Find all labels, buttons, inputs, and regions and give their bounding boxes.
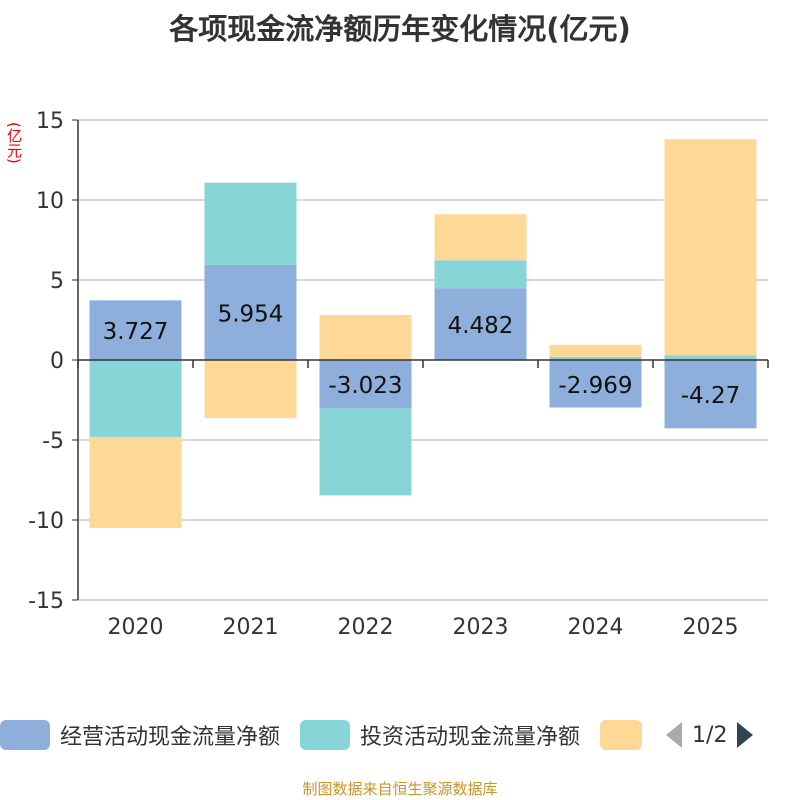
x-tick-label: 2025 (683, 615, 739, 640)
bar-series0-2020 (89, 300, 182, 360)
legend-label-investing[interactable]: 投资活动现金流量净额 (360, 725, 581, 750)
x-tick-label: 2022 (338, 615, 394, 640)
bar-series2-2025 (664, 139, 757, 356)
chart-title: 各项现金流净额历年变化情况(亿元) (169, 12, 631, 46)
legend: 经营活动现金流量净额 投资活动现金流量净额 1/2 (0, 718, 754, 752)
data-label: -3.023 (328, 373, 402, 399)
x-tick-label: 2024 (568, 615, 624, 640)
bar-series1-2022 (319, 408, 412, 496)
bar-series2-2023 (434, 214, 527, 261)
x-tick-label: 2021 (223, 615, 279, 640)
bar-series0-2021 (204, 264, 297, 360)
legend-swatch-operating[interactable] (0, 720, 50, 750)
y-axis-unit: (亿元) (5, 122, 23, 164)
bar-series0-2025 (664, 360, 757, 429)
y-tick-label: -10 (28, 509, 64, 534)
bar-series2-2020 (89, 436, 182, 528)
legend-swatch-financing[interactable] (600, 720, 643, 750)
y-tick-label: 15 (36, 109, 64, 134)
chart-plot: 15 10 5 0 -5 -10 -15 3.727 2020 5.954 2021 -3.023 20… (28, 109, 769, 640)
legend-next-icon[interactable] (737, 722, 754, 748)
bar-series2-2022 (319, 315, 412, 360)
y-tick-label: 0 (50, 349, 64, 374)
bar-series1-2020 (89, 360, 182, 437)
y-tick-label: 10 (36, 189, 64, 214)
data-label: -4.27 (681, 383, 741, 409)
bar-series0-2024 (549, 360, 642, 408)
legend-label-operating[interactable]: 经营活动现金流量净额 (60, 725, 281, 750)
data-label: 4.482 (448, 313, 514, 339)
y-tick-label: -5 (42, 429, 64, 454)
bar-series1-2021 (204, 182, 297, 265)
legend-swatch-investing[interactable] (300, 720, 351, 750)
bar-series1-2024 (549, 356, 642, 360)
x-tick-label: 2020 (108, 615, 164, 640)
data-label: 3.727 (103, 319, 169, 345)
data-label: -2.969 (558, 373, 632, 399)
y-tick-label: -15 (28, 589, 64, 614)
bar-series1-2023 (434, 260, 527, 289)
bar-series2-2021 (204, 360, 297, 419)
bar-series1-2025 (664, 355, 757, 360)
legend-page: 1/2 (692, 722, 728, 748)
source-note: 制图数据来自恒生聚源数据库 (302, 780, 498, 798)
x-tick-label: 2023 (453, 615, 509, 640)
bar-series2-2024 (549, 344, 642, 357)
legend-prev-icon[interactable] (666, 722, 683, 748)
data-label: 5.954 (218, 301, 284, 327)
y-tick-label: 5 (50, 269, 64, 294)
bar-series0-2022 (319, 360, 412, 409)
bar-series0-2023 (434, 288, 527, 360)
